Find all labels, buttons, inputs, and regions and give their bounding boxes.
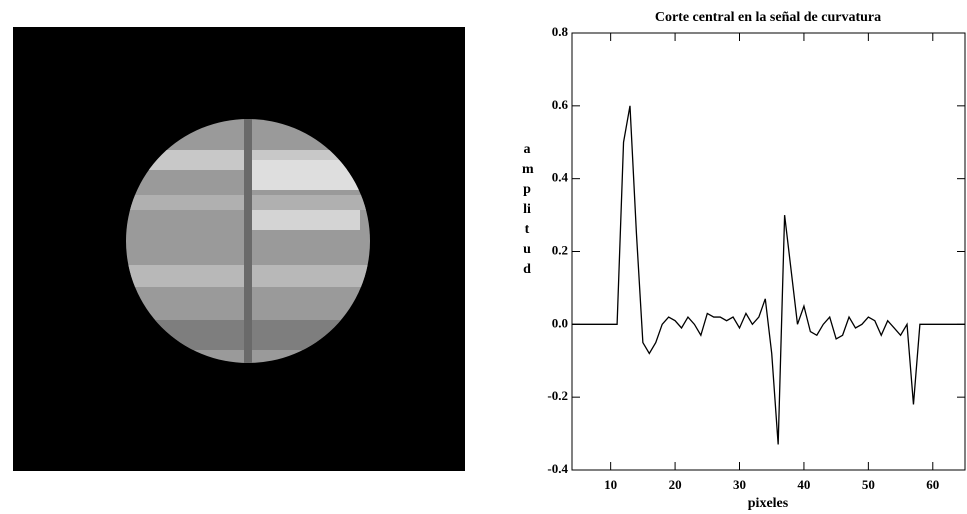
y-tick-label: 0.6 bbox=[552, 97, 569, 112]
y-tick-label: -0.2 bbox=[547, 388, 568, 403]
chart-title: Corte central en la señal de curvatura bbox=[655, 10, 881, 25]
x-tick-label: 20 bbox=[669, 477, 682, 492]
sample-image bbox=[126, 119, 370, 363]
y-tick-label: 0.2 bbox=[552, 242, 568, 257]
x-tick-label: 60 bbox=[926, 477, 939, 492]
y-tick-label: 0.8 bbox=[552, 24, 569, 39]
y-tick-label: -0.4 bbox=[547, 461, 568, 476]
x-tick-label: 30 bbox=[733, 477, 746, 492]
x-tick-label: 50 bbox=[862, 477, 875, 492]
plot-frame bbox=[571, 32, 966, 471]
x-tick-label: 40 bbox=[797, 477, 810, 492]
x-tick-label: 10 bbox=[604, 477, 617, 492]
y-axis-label: amplitud bbox=[522, 142, 534, 277]
y-tick-label: 0.0 bbox=[552, 315, 568, 330]
data-line bbox=[572, 105, 965, 445]
x-axis-label: pixeles bbox=[748, 496, 789, 511]
y-tick-label: 0.4 bbox=[552, 170, 569, 185]
